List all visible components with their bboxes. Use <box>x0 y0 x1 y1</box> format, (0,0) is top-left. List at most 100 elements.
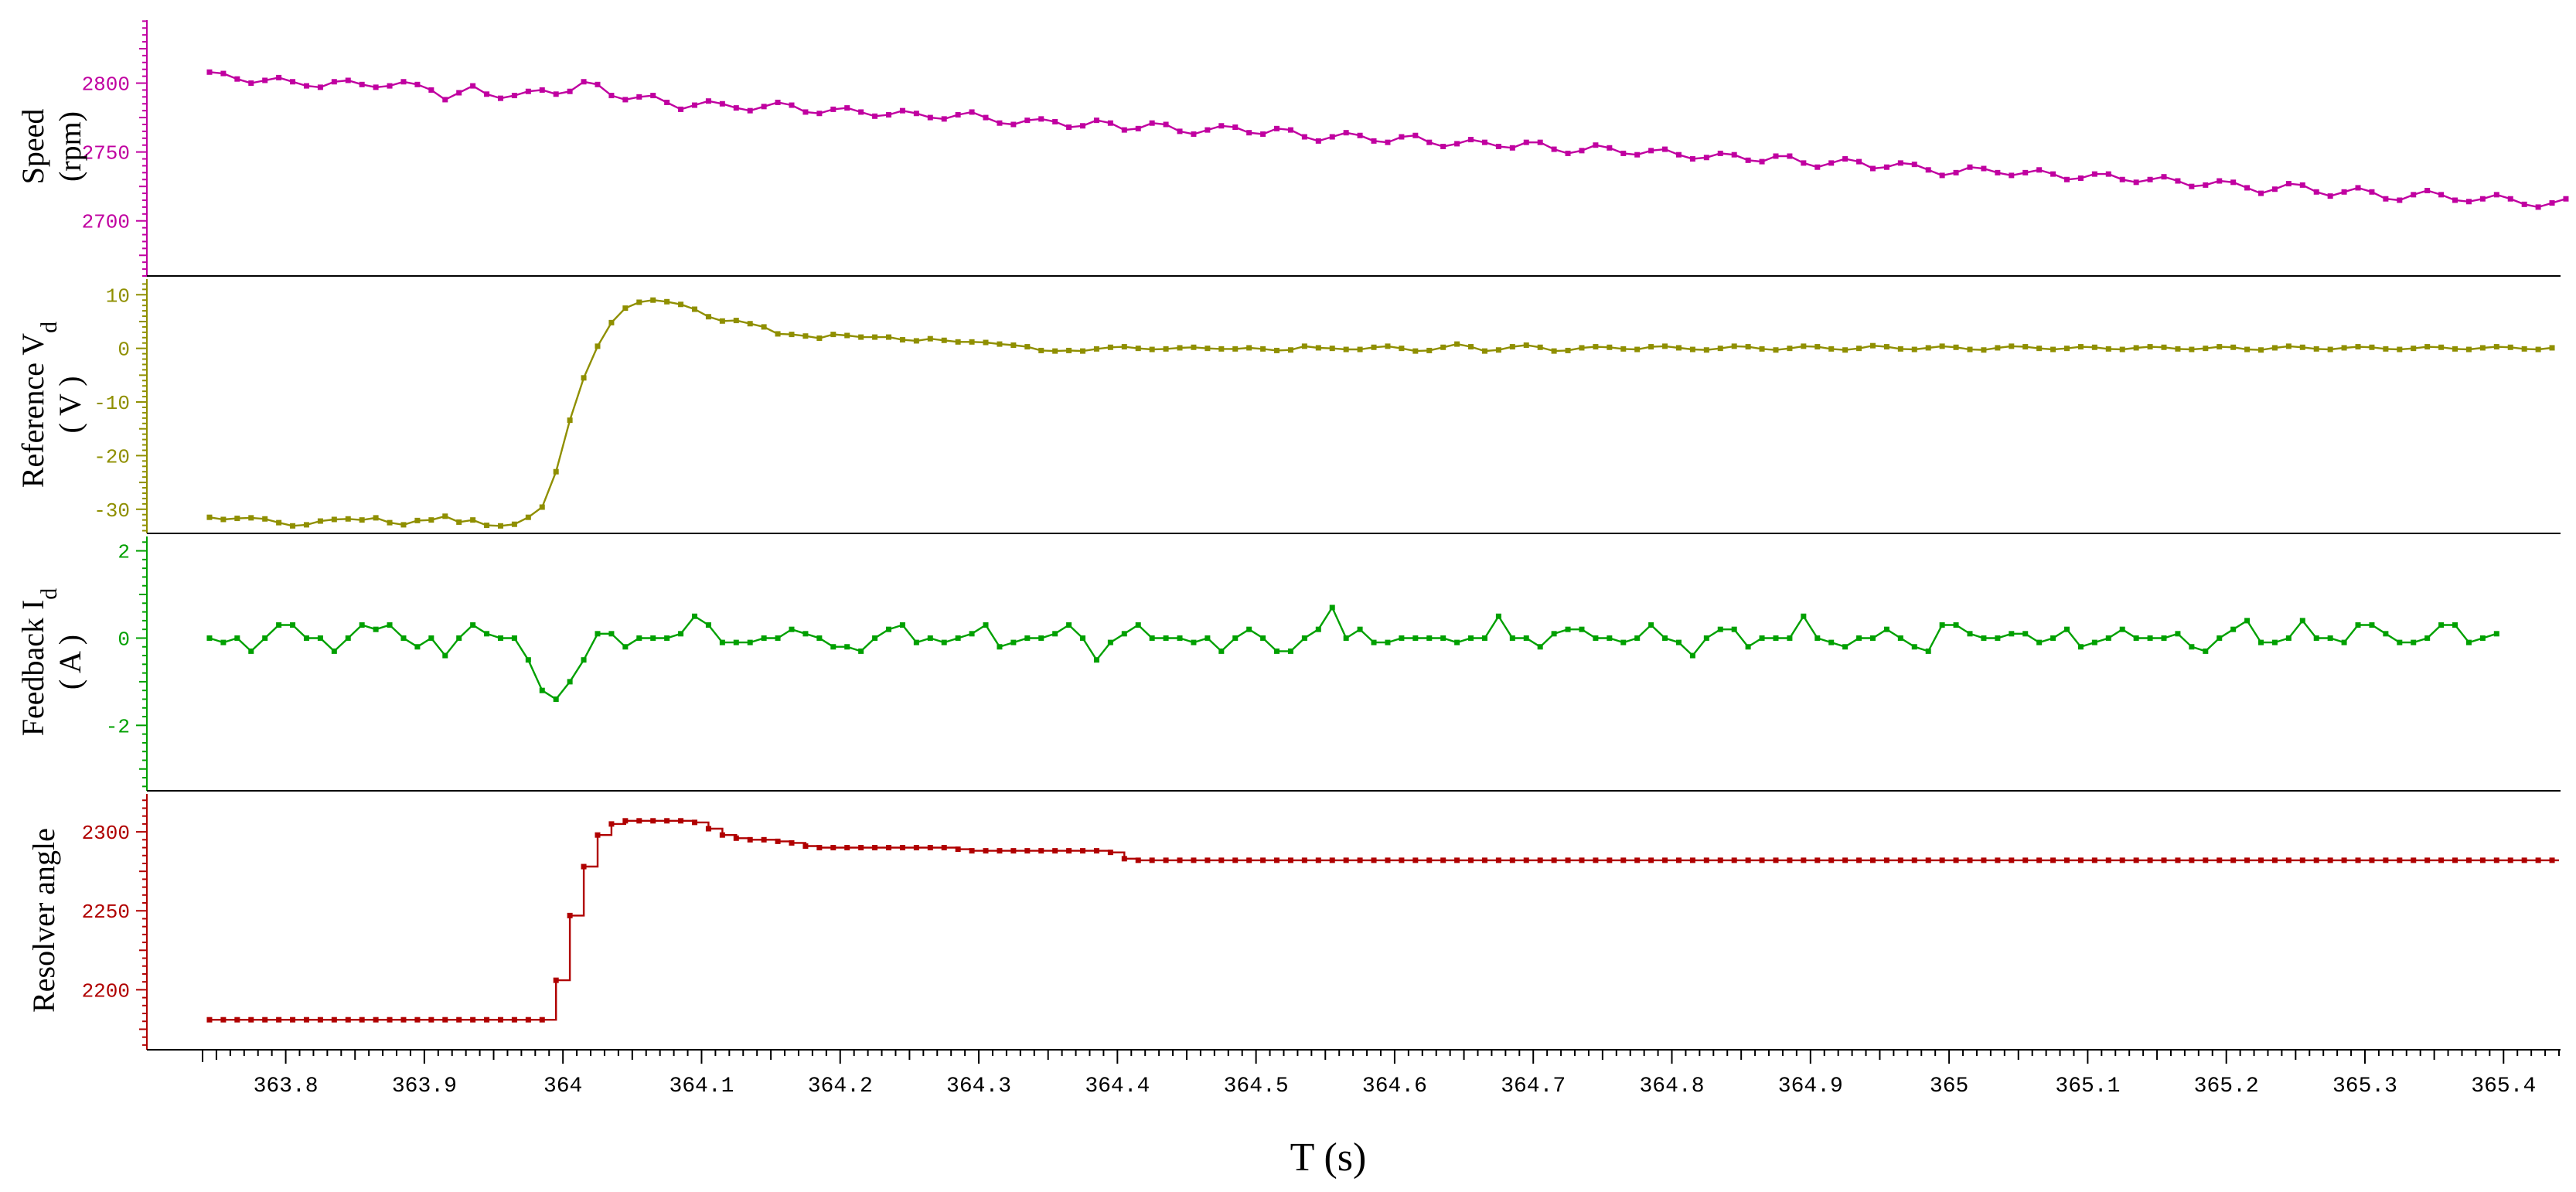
data-point <box>1634 346 1641 352</box>
data-point <box>2036 346 2043 352</box>
data-point <box>1149 120 1155 126</box>
data-point <box>2230 857 2237 863</box>
data-point <box>955 112 961 118</box>
data-point <box>816 335 823 341</box>
data-point <box>1675 345 1682 351</box>
data-point <box>2341 189 2347 195</box>
data-point <box>1717 626 1723 632</box>
y-tick-label: 10 <box>106 284 130 308</box>
data-point <box>872 113 878 119</box>
data-point <box>1981 635 1987 641</box>
data-point <box>1093 657 1099 663</box>
data-point <box>1010 121 1017 128</box>
data-point <box>2119 346 2125 352</box>
data-point <box>525 657 531 663</box>
data-point <box>414 1017 421 1023</box>
data-point <box>858 648 864 654</box>
data-point <box>1357 346 1363 352</box>
data-point <box>997 341 1003 347</box>
data-point <box>1315 626 1321 632</box>
data-point <box>1399 134 1405 140</box>
data-point <box>400 79 407 85</box>
data-point <box>2119 857 2125 863</box>
data-point <box>1828 346 1835 352</box>
data-point <box>1260 346 1266 352</box>
data-point <box>470 1017 476 1023</box>
data-point <box>2161 635 2167 641</box>
data-point <box>1038 347 1044 353</box>
data-point <box>678 301 684 308</box>
data-point <box>2077 644 2084 650</box>
data-point <box>248 80 254 87</box>
data-point <box>678 631 684 637</box>
data-point <box>2009 857 2015 863</box>
data-point <box>1052 848 1058 854</box>
data-point <box>733 105 739 111</box>
panel-speed: 2700 2750 2800 Speed (rpm) <box>15 20 2569 277</box>
data-point <box>456 90 462 96</box>
data-point <box>941 337 947 343</box>
data-point <box>2189 644 2195 650</box>
data-point <box>830 106 837 112</box>
data-point <box>1052 631 1058 637</box>
data-point <box>1995 857 2001 863</box>
data-point <box>484 1017 490 1023</box>
data-point <box>2549 200 2555 206</box>
data-point <box>1897 160 1903 166</box>
data-point <box>2271 186 2278 192</box>
data-point <box>664 298 670 305</box>
data-point <box>1911 346 1917 352</box>
data-point <box>2493 192 2499 198</box>
data-point <box>2091 857 2097 863</box>
data-point <box>1412 132 1419 138</box>
data-point <box>650 93 656 99</box>
data-point <box>345 516 351 522</box>
data-point <box>2438 622 2445 628</box>
data-point <box>539 87 545 93</box>
data-point <box>1869 165 1876 172</box>
data-point <box>844 105 850 111</box>
data-point <box>1191 857 1197 863</box>
data-point <box>2549 857 2555 863</box>
x-tick-label: 364.2 <box>808 1075 873 1098</box>
data-point <box>2022 169 2029 175</box>
data-point <box>1731 626 1737 632</box>
data-point <box>1537 644 1543 650</box>
data-point <box>955 339 961 345</box>
data-point <box>1953 622 1959 628</box>
data-point <box>1260 635 1266 641</box>
data-point <box>414 517 421 523</box>
data-point <box>1177 345 1183 351</box>
data-point <box>1703 347 1709 353</box>
data-point <box>567 912 573 918</box>
data-point <box>1759 857 1765 863</box>
data-point <box>1995 345 2001 351</box>
data-point <box>775 838 781 844</box>
data-point <box>2258 857 2264 863</box>
data-point <box>608 93 615 99</box>
data-point <box>2175 857 2181 863</box>
data-point <box>1121 631 1127 637</box>
data-point <box>1911 857 1917 863</box>
data-point <box>276 519 282 526</box>
data-point <box>705 314 711 320</box>
data-point <box>2507 344 2513 350</box>
data-point <box>373 84 379 90</box>
data-point <box>1218 123 1225 129</box>
y-tick-label: 2300 <box>82 822 130 845</box>
data-point <box>1357 132 1363 138</box>
data-point <box>2411 639 2417 645</box>
data-point <box>1814 344 1821 350</box>
data-point <box>331 516 337 523</box>
y-axis-title-text: (rpm) <box>53 111 87 182</box>
data-point <box>248 1017 254 1023</box>
data-point <box>2050 171 2056 177</box>
data-point <box>497 1017 503 1023</box>
data-point <box>2105 857 2111 863</box>
data-point <box>428 635 434 641</box>
data-point <box>858 109 864 115</box>
data-point <box>1052 348 1058 354</box>
data-point <box>1801 613 1807 619</box>
data-point <box>1163 121 1169 128</box>
